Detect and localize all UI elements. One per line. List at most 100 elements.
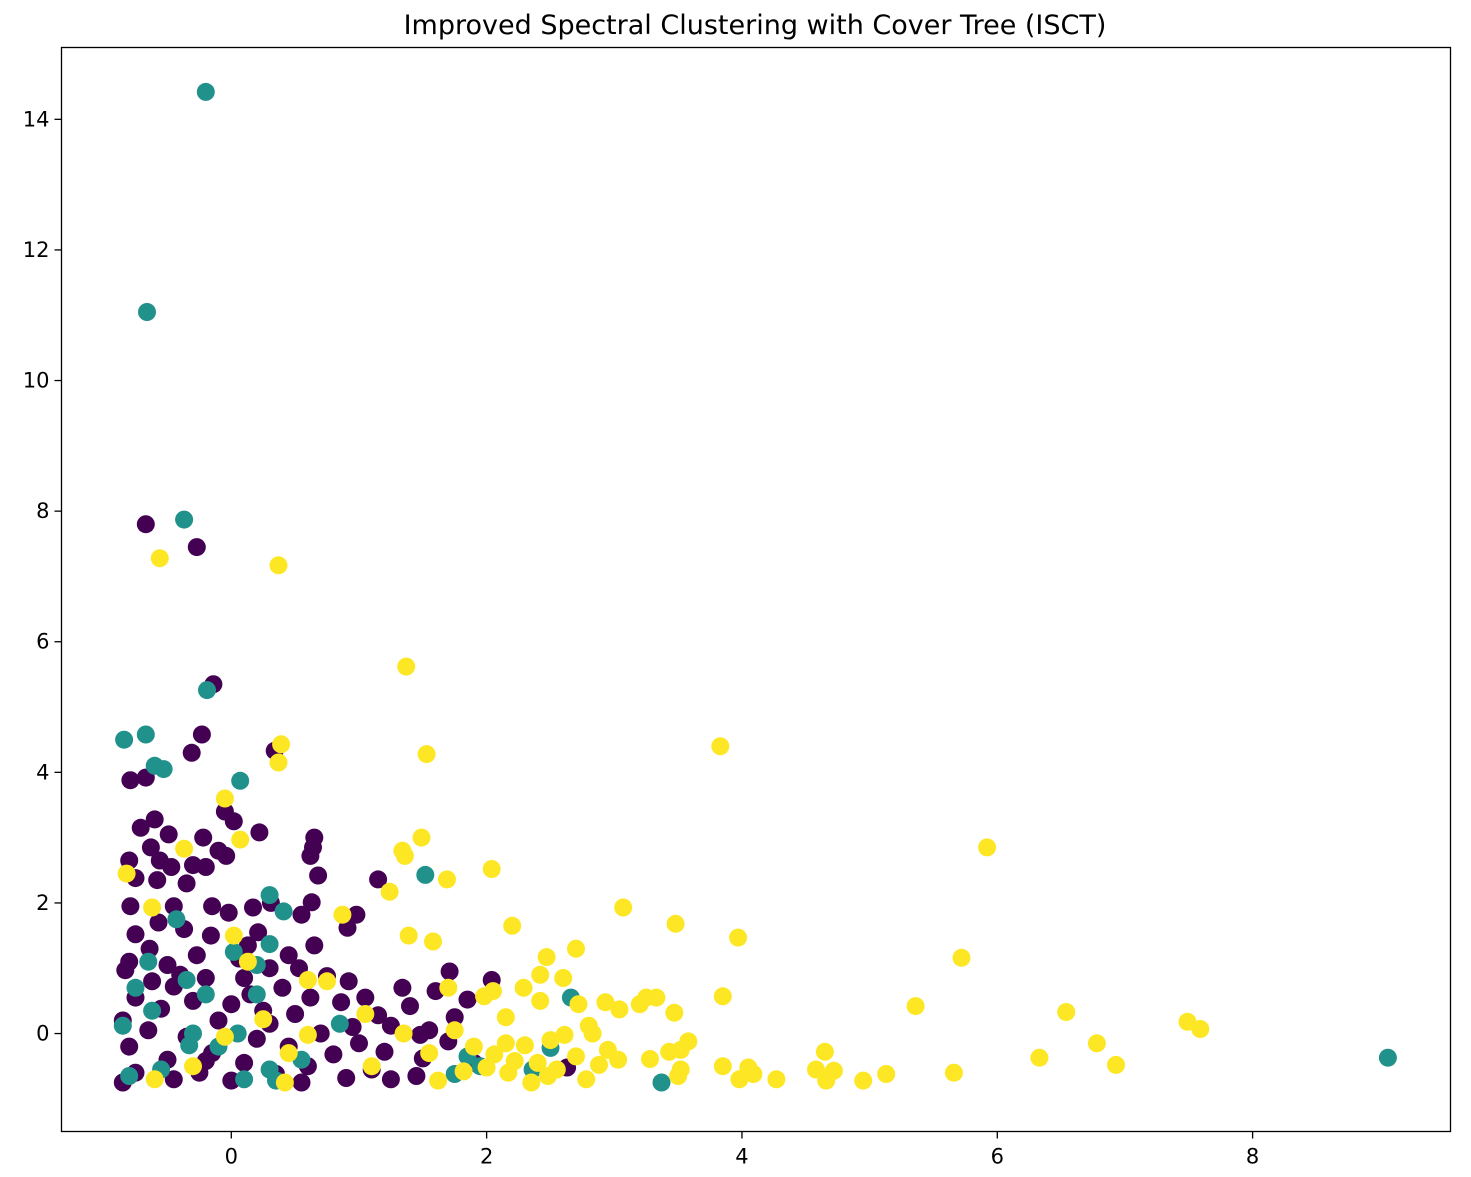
data-point-cluster_1 [274,902,293,921]
data-point-cluster_2 [541,1031,560,1050]
data-point-cluster_2 [711,737,730,756]
data-point-cluster_0 [196,969,215,987]
data-point-cluster_2 [1107,1055,1125,1074]
data-point-cluster_2 [298,1025,317,1044]
data-point-cluster_0 [235,1053,254,1072]
data-point-cluster_1 [416,865,435,884]
data-point-cluster_2 [424,932,442,951]
y-tick-label: 0 [36,1022,49,1046]
data-point-cluster_2 [577,1070,596,1089]
x-tick-label: 2 [480,1145,493,1169]
data-point-cluster_0 [136,515,155,534]
data-point-cluster_0 [286,1005,305,1023]
data-point-cluster_2 [554,969,573,987]
data-point-cluster_2 [641,1050,659,1068]
data-point-cluster_2 [298,971,317,989]
data-point-cluster_2 [362,1057,381,1076]
data-point-cluster_0 [440,962,459,981]
y-tick-label: 10 [23,369,50,393]
data-point-cluster_0 [194,828,213,847]
x-tick-label: 6 [991,1145,1004,1169]
data-point-cluster_0 [350,1034,368,1053]
data-point-cluster_2 [496,1008,515,1027]
data-point-cluster_2 [944,1063,963,1082]
data-point-cluster_2 [647,988,666,1007]
data-point-cluster_2 [224,926,243,945]
data-point-cluster_0 [244,898,262,917]
data-point-cluster_0 [238,936,257,955]
data-point-cluster_0 [347,905,366,924]
data-point-cluster_1 [115,730,134,749]
data-point-cluster_2 [1030,1048,1049,1067]
data-point-cluster_2 [356,1005,375,1023]
x-tick-label: 8 [1246,1145,1259,1169]
data-point-cluster_0 [393,978,412,997]
data-point-cluster_2 [567,939,585,958]
data-point-cluster_1 [235,1070,254,1089]
data-point-cluster_0 [139,1021,158,1040]
data-point-cluster_2 [906,997,925,1016]
data-point-cluster_0 [143,972,162,991]
data-point-cluster_2 [215,789,234,808]
data-point-cluster_2 [630,995,649,1014]
data-point-cluster_2 [515,1036,534,1055]
data-point-cluster_2 [475,987,494,1006]
chart-title: Improved Spectral Clustering with Cover … [404,10,1107,41]
data-points [113,82,1397,1092]
data-point-cluster_2 [713,1057,732,1076]
y-tick-label: 14 [23,107,50,131]
data-point-cluster_0 [187,538,206,557]
data-point-cluster_2 [537,948,556,967]
data-point-cluster_0 [375,1042,394,1061]
data-point-cluster_2 [184,1057,202,1076]
data-point-cluster_0 [120,1037,139,1056]
data-point-cluster_2 [333,905,352,924]
data-point-cluster_0 [332,993,351,1012]
data-point-cluster_1 [330,1014,349,1033]
data-point-cluster_2 [503,916,522,935]
data-point-cluster_0 [235,969,254,987]
data-point-cluster_2 [610,1000,629,1019]
data-point-cluster_1 [138,303,156,321]
data-point-cluster_2 [665,1003,684,1022]
data-point-cluster_2 [567,1047,585,1066]
data-point-cluster_2 [215,1027,234,1046]
data-point-cluster_2 [445,1021,464,1040]
data-point-cluster_0 [301,988,320,1007]
data-point-cluster_2 [877,1065,896,1083]
data-point-cluster_0 [445,1008,464,1027]
data-point-cluster_1 [652,1073,671,1092]
data-point-cluster_1 [184,1024,202,1043]
data-point-cluster_2 [660,1042,679,1061]
data-point-cluster_1 [177,971,196,989]
data-point-cluster_2 [477,1058,496,1077]
data-point-cluster_2 [399,926,418,945]
data-point-cluster_2 [596,993,615,1012]
x-tick-label: 0 [225,1145,238,1169]
data-point-cluster_2 [817,1071,836,1090]
data-point-cluster_2 [454,1062,473,1081]
data-point-cluster_0 [149,913,168,932]
data-point-cluster_0 [192,725,211,744]
data-point-cluster_2 [145,1070,164,1089]
data-point-cluster_0 [159,825,178,844]
data-point-cluster_2 [854,1071,873,1090]
data-point-cluster_1 [143,1001,162,1020]
data-point-cluster_2 [117,864,136,883]
x-tick-label: 4 [735,1145,748,1169]
data-point-cluster_0 [145,810,164,829]
y-tick-label: 2 [36,891,49,915]
data-point-cluster_0 [292,905,311,924]
data-point-cluster_1 [120,1067,139,1085]
data-point-cluster_2 [744,1065,763,1083]
data-point-cluster_1 [139,952,158,971]
data-point-cluster_2 [1057,1003,1076,1021]
data-point-cluster_2 [614,898,633,917]
data-point-cluster_1 [260,935,279,954]
y-tick-label: 4 [36,760,49,784]
data-point-cluster_1 [231,771,250,790]
data-point-cluster_0 [164,1070,183,1089]
data-point-cluster_1 [175,510,194,529]
data-point-cluster_1 [260,886,279,905]
